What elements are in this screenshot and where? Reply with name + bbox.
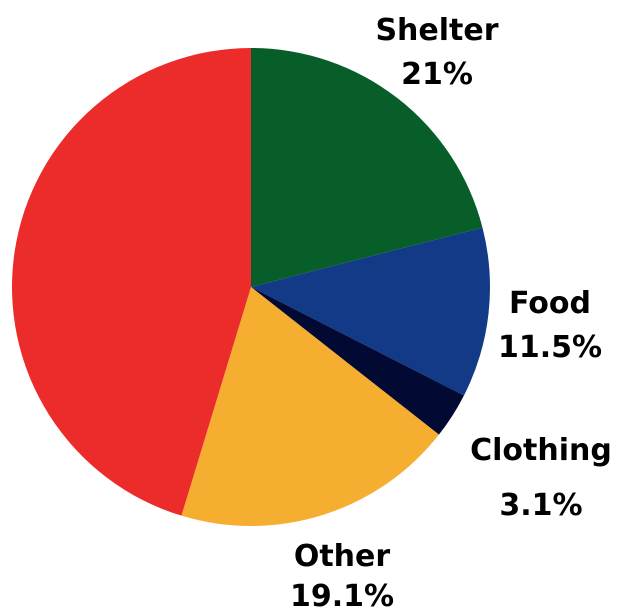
pie-slice-clothing — [251, 287, 464, 435]
pie-slice-food — [251, 227, 490, 396]
pie-slice-unlabeled — [11, 48, 251, 516]
label-shelter-name: Shelter — [375, 13, 498, 48]
label-clothing-value: 3.1% — [499, 488, 582, 523]
pie-slice-other — [181, 287, 439, 526]
label-food-value: 11.5% — [498, 330, 602, 365]
label-other-value: 19.1% — [290, 579, 394, 611]
label-clothing-name: Clothing — [470, 433, 612, 468]
label-other-name: Other — [294, 539, 391, 574]
label-shelter-value: 21% — [401, 57, 473, 92]
pie-slices — [11, 48, 490, 526]
pie-slice-shelter — [251, 48, 483, 287]
label-food-name: Food — [509, 286, 591, 321]
